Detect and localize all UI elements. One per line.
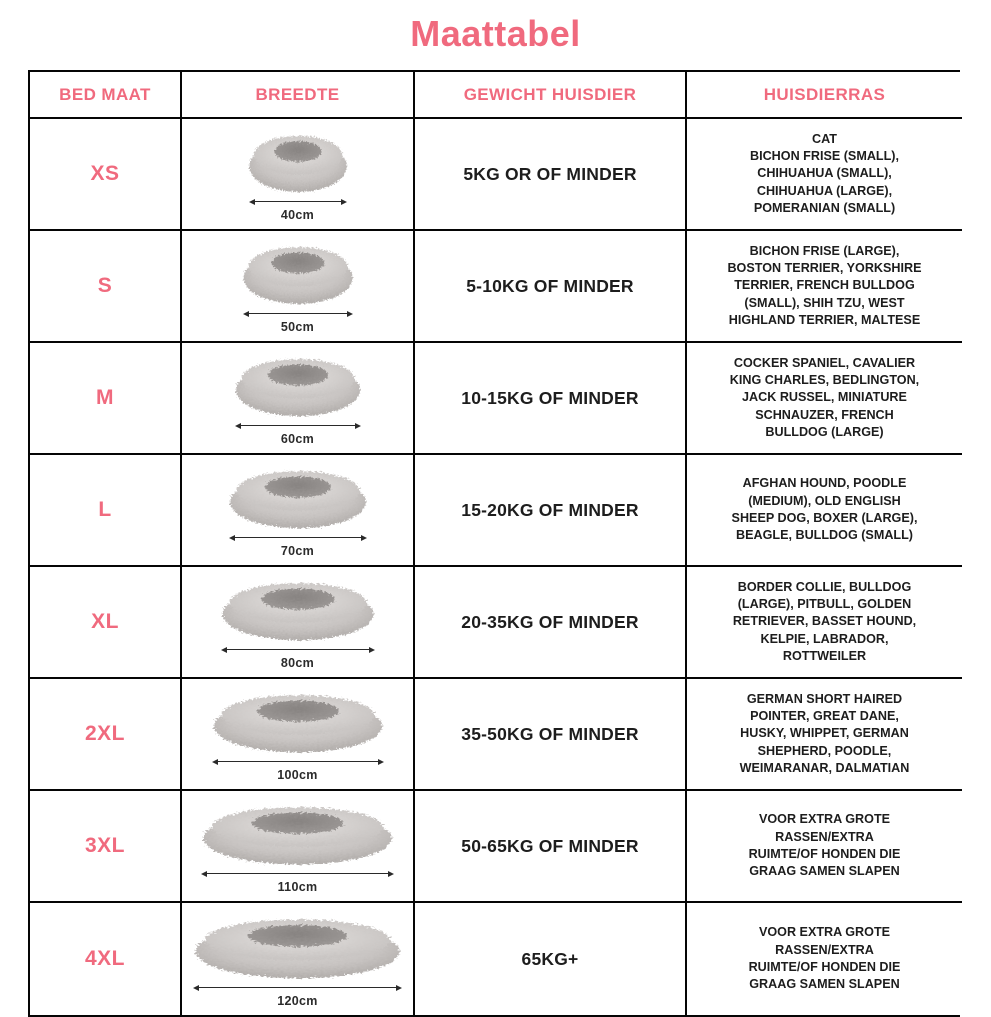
bed-width-cell: 110cm <box>182 791 415 903</box>
bed-width-label: 100cm <box>277 768 318 782</box>
bed-size-cell: S <box>30 231 182 343</box>
pet-breeds-cell: COCKER SPANIEL, CAVALIER KING CHARLES, B… <box>687 343 962 455</box>
bed-width-label: 40cm <box>280 208 315 222</box>
column-header-bed-maat: BED MAAT <box>30 72 182 119</box>
width-arrow <box>201 870 394 878</box>
bed-size-cell: XS <box>30 119 182 231</box>
column-header-gewicht-huisdier: GEWICHT HUISDIER <box>415 72 687 119</box>
bed-width-cell: 50cm <box>182 231 415 343</box>
dog-bed-image <box>248 135 347 192</box>
pet-weight-label: 65KG+ <box>521 948 579 969</box>
bed-size-label: XS <box>90 162 120 185</box>
bed-size-cell: XL <box>30 567 182 679</box>
pet-weight-label: 35-50KG OF MINDER <box>461 723 639 744</box>
bed-width-cell: 70cm <box>182 455 415 567</box>
dog-bed-image <box>242 247 353 304</box>
bed-width-label: 80cm <box>280 656 315 670</box>
pet-breeds-label: BICHON FRISE (LARGE), BOSTON TERRIER, YO… <box>727 243 922 328</box>
pet-breeds-label: CAT BICHON FRISE (SMALL), CHIHUAHUA (SMA… <box>749 131 900 216</box>
page-title: Maattabel <box>410 13 581 54</box>
dog-bed-image <box>202 807 393 865</box>
dog-bed-image <box>195 919 400 979</box>
bed-size-label: M <box>96 386 114 409</box>
width-arrow <box>221 645 375 654</box>
bed-size-cell: 4XL <box>30 903 182 1015</box>
pet-weight-label: 50-65KG OF MINDER <box>461 835 639 856</box>
pet-breeds-label: COCKER SPANIEL, CAVALIER KING CHARLES, B… <box>729 355 920 440</box>
pet-breeds-label: GERMAN SHORT HAIRED POINTER, GREAT DANE,… <box>739 691 910 776</box>
bed-width-cell: 60cm <box>182 343 415 455</box>
width-arrow <box>243 309 353 318</box>
dog-bed-image <box>213 695 382 753</box>
bed-width-cell: 120cm <box>182 903 415 1015</box>
bed-width-cell: 100cm <box>182 679 415 791</box>
pet-weight-cell: 10-15KG OF MINDER <box>415 343 687 455</box>
pet-breeds-cell: VOOR EXTRA GROTE RASSEN/EXTRA RUIMTE/OF … <box>687 903 962 1015</box>
bed-size-cell: 2XL <box>30 679 182 791</box>
pet-weight-cell: 35-50KG OF MINDER <box>415 679 687 791</box>
pet-weight-label: 20-35KG OF MINDER <box>461 611 639 632</box>
pet-weight-cell: 50-65KG OF MINDER <box>415 791 687 903</box>
pet-breeds-cell: AFGHAN HOUND, POODLE (MEDIUM), OLD ENGLI… <box>687 455 962 567</box>
bed-width-cell: 40cm <box>182 119 415 231</box>
pet-breeds-cell: BORDER COLLIE, BULLDOG (LARGE), PITBULL,… <box>687 567 962 679</box>
bed-size-label: S <box>97 274 113 297</box>
bed-width-label: 60cm <box>280 432 315 446</box>
bed-size-label: 2XL <box>84 722 125 745</box>
bed-width-label: 70cm <box>280 544 315 558</box>
pet-weight-cell: 20-35KG OF MINDER <box>415 567 687 679</box>
bed-size-cell: 3XL <box>30 791 182 903</box>
bed-width-label: 50cm <box>280 320 315 334</box>
bed-size-cell: M <box>30 343 182 455</box>
pet-weight-label: 5-10KG OF MINDER <box>466 275 634 296</box>
pet-breeds-cell: CAT BICHON FRISE (SMALL), CHIHUAHUA (SMA… <box>687 119 962 231</box>
pet-breeds-cell: VOOR EXTRA GROTE RASSEN/EXTRA RUIMTE/OF … <box>687 791 962 903</box>
pet-breeds-label: AFGHAN HOUND, POODLE (MEDIUM), OLD ENGLI… <box>731 476 918 543</box>
bed-size-label: XL <box>91 610 119 633</box>
size-table: BED MAAT BREEDTE GEWICHT HUISDIER HUISDI… <box>28 70 962 1017</box>
width-arrow <box>212 758 384 766</box>
pet-weight-label: 10-15KG OF MINDER <box>461 387 639 408</box>
width-arrow <box>249 197 347 206</box>
bed-width-label: 120cm <box>277 994 318 1008</box>
dog-bed-image <box>235 359 360 416</box>
bed-size-label: L <box>98 498 112 521</box>
width-arrow <box>193 984 402 992</box>
bed-width-label: 110cm <box>277 880 318 894</box>
pet-weight-cell: 15-20KG OF MINDER <box>415 455 687 567</box>
pet-weight-label: 15-20KG OF MINDER <box>461 499 639 520</box>
pet-weight-cell: 5KG OR OF MINDER <box>415 119 687 231</box>
width-arrow <box>235 421 361 430</box>
dog-bed-image <box>221 583 374 641</box>
bed-size-label: 3XL <box>84 834 125 857</box>
pet-breeds-label: VOOR EXTRA GROTE RASSEN/EXTRA RUIMTE/OF … <box>748 812 901 879</box>
pet-weight-cell: 65KG+ <box>415 903 687 1015</box>
bed-size-label: 4XL <box>84 947 125 970</box>
pet-breeds-cell: GERMAN SHORT HAIRED POINTER, GREAT DANE,… <box>687 679 962 791</box>
pet-breeds-label: VOOR EXTRA GROTE RASSEN/EXTRA RUIMTE/OF … <box>748 925 901 992</box>
column-header-huisdierras: HUISDIERRAS <box>687 72 962 119</box>
bed-size-cell: L <box>30 455 182 567</box>
pet-weight-cell: 5-10KG OF MINDER <box>415 231 687 343</box>
pet-breeds-cell: BICHON FRISE (LARGE), BOSTON TERRIER, YO… <box>687 231 962 343</box>
width-arrow <box>229 533 367 542</box>
pet-breeds-label: BORDER COLLIE, BULLDOG (LARGE), PITBULL,… <box>732 579 917 664</box>
dog-bed-image <box>229 471 366 529</box>
column-header-breedte: BREEDTE <box>182 72 415 119</box>
bed-width-cell: 80cm <box>182 567 415 679</box>
pet-weight-label: 5KG OR OF MINDER <box>463 163 637 184</box>
